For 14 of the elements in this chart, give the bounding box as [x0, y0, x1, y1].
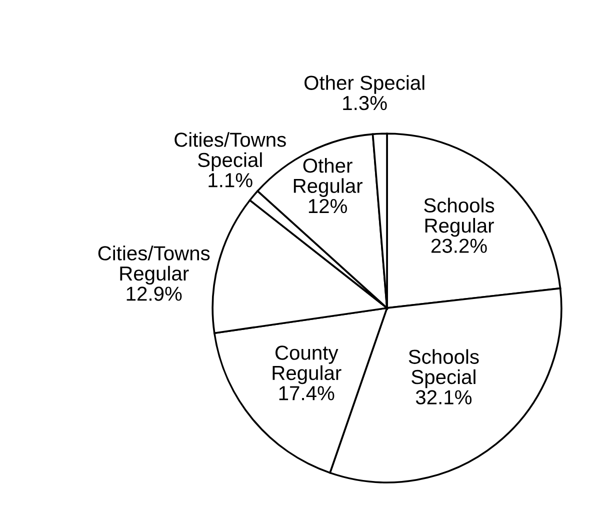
data-label: 23.2% — [431, 238, 487, 253]
data-label: 1.3% — [343, 96, 387, 110]
slice-label: Cities/Towns Regular — [98, 246, 210, 285]
slice-label: County Regular — [272, 346, 342, 384]
data-label: 12% — [308, 198, 347, 214]
slice-label: Other Special — [304, 75, 424, 94]
data-label: 17.4% — [279, 386, 334, 400]
slice-label: Schools Special — [408, 349, 479, 388]
slice-label: Schools Regular — [424, 198, 494, 237]
slice-label: Cities/Towns Special — [174, 132, 286, 172]
data-label: 12.9% — [126, 286, 182, 301]
data-label: 1.1% — [208, 173, 252, 188]
slice-label: Other Regular — [294, 158, 362, 197]
data-label: 32.1% — [416, 390, 472, 404]
